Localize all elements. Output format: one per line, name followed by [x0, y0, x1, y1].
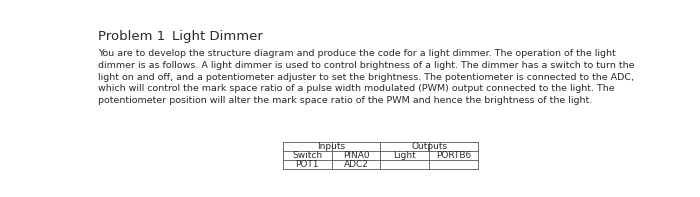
Text: Outputs: Outputs: [411, 142, 447, 151]
Text: POT1: POT1: [295, 160, 319, 169]
Text: PINA0: PINA0: [343, 151, 370, 160]
Text: You are to develop the structure diagram and produce the code for a light dimmer: You are to develop the structure diagram…: [98, 49, 635, 105]
Text: PORTB6: PORTB6: [436, 151, 471, 160]
Text: Inputs: Inputs: [318, 142, 346, 151]
Text: Light Dimmer: Light Dimmer: [172, 31, 262, 44]
Text: Problem 1: Problem 1: [98, 31, 166, 44]
Text: ADC2: ADC2: [344, 160, 368, 169]
Text: Light: Light: [393, 151, 416, 160]
Text: Switch: Switch: [292, 151, 322, 160]
